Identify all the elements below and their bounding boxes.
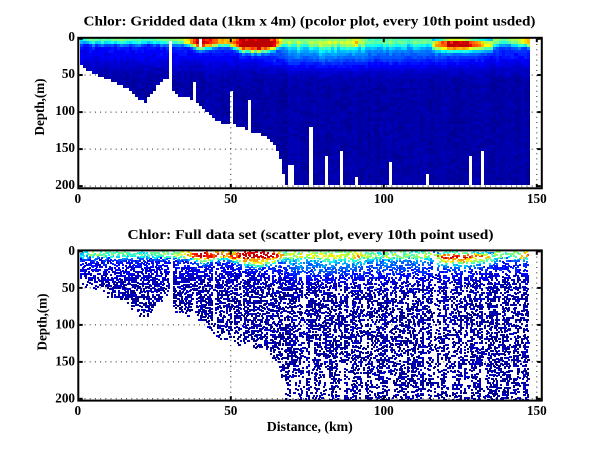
svg-text:100: 100 (374, 191, 394, 206)
svg-text:200: 200 (55, 391, 75, 406)
svg-text:Depth,(m): Depth,(m) (32, 79, 47, 136)
svg-text:50: 50 (224, 403, 238, 418)
svg-text:50: 50 (62, 66, 76, 81)
svg-text:100: 100 (55, 317, 75, 332)
svg-text:150: 150 (55, 354, 75, 369)
svg-text:0: 0 (68, 29, 75, 44)
svg-text:100: 100 (374, 403, 394, 418)
svg-text:Distance, (km): Distance, (km) (267, 419, 353, 434)
svg-text:0: 0 (68, 243, 75, 258)
svg-text:0: 0 (75, 191, 82, 206)
svg-text:Chlor: Gridded data (1km x 4m): Chlor: Gridded data (1km x 4m) (pcolor p… (84, 13, 536, 29)
svg-text:100: 100 (55, 103, 75, 118)
svg-text:Chlor: Full data set (scatter: Chlor: Full data set (scatter plot, ever… (128, 227, 494, 243)
svg-text:50: 50 (62, 280, 76, 295)
svg-text:0: 0 (75, 403, 82, 418)
svg-text:200: 200 (55, 177, 75, 192)
svg-text:Depth,(m): Depth,(m) (35, 294, 50, 351)
svg-text:150: 150 (55, 140, 75, 155)
svg-text:150: 150 (527, 403, 547, 418)
svg-text:150: 150 (527, 191, 547, 206)
svg-text:50: 50 (224, 191, 238, 206)
